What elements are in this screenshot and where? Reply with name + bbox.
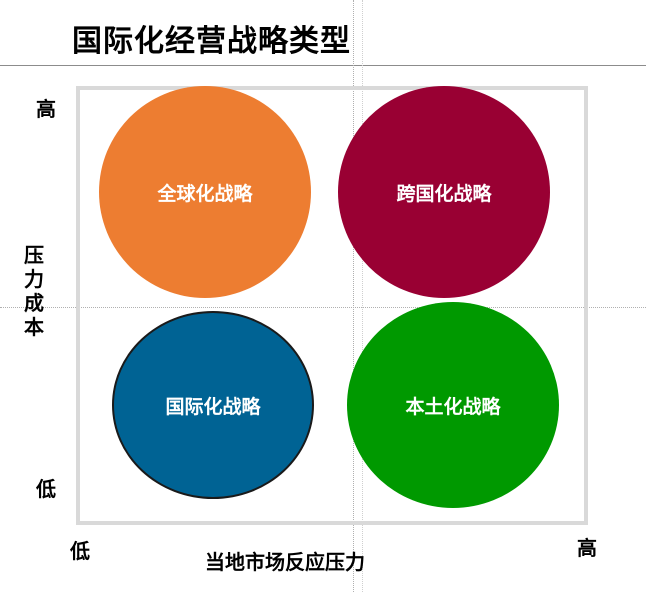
x-axis-high-label: 高: [577, 536, 597, 560]
quadrant-label: 本土化战略: [405, 395, 501, 418]
quadrant-label: 全球化战略: [157, 182, 253, 205]
x-axis-title: 当地市场反应压力: [205, 550, 365, 574]
quadrant-transnational-strategy: 跨国化战略: [338, 86, 550, 298]
quadrant-global-strategy: 全球化战略: [99, 86, 311, 298]
x-axis-low-label: 低: [70, 539, 90, 563]
y-axis-title: 压力成本: [24, 243, 44, 339]
vertical-guide-line: [353, 0, 354, 592]
page-title: 国际化经营战略类型: [72, 24, 351, 59]
quadrant-localization-strategy: 本土化战略: [347, 302, 559, 508]
quadrant-label: 国际化战略: [165, 395, 261, 418]
vertical-guide-line-secondary: [362, 0, 363, 592]
y-axis-high-label: 高: [36, 97, 56, 121]
quadrant-label: 跨国化战略: [396, 182, 492, 205]
title-divider: [0, 65, 646, 66]
quadrant-international-strategy: 国际化战略: [112, 311, 314, 499]
y-axis-low-label: 低: [36, 477, 56, 501]
horizontal-guide-line: [0, 307, 646, 308]
matrix-frame: [76, 86, 588, 525]
